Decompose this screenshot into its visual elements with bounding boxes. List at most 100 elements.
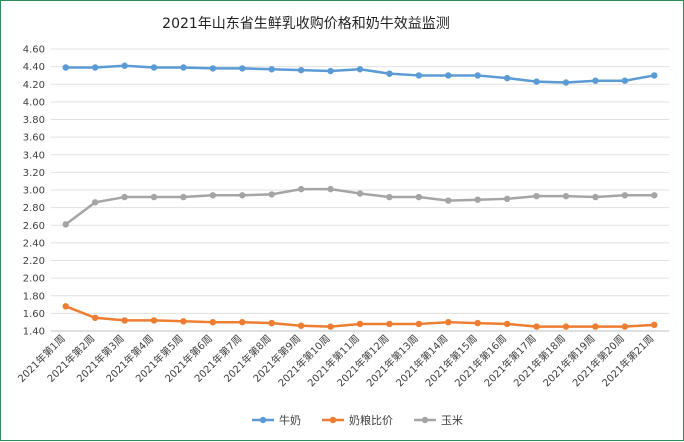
- x-tick-label: 2021年第15周: [422, 332, 479, 389]
- y-tick-label: 4.40: [23, 62, 45, 73]
- x-tick-label: 2021年第18周: [511, 332, 568, 389]
- legend-marker: [421, 416, 429, 424]
- data-point: [150, 317, 158, 324]
- data-point: [150, 64, 158, 71]
- y-tick-label: 1.80: [23, 291, 45, 302]
- x-tick-label: 2021年第20周: [570, 332, 627, 389]
- y-tick-label: 3.20: [23, 168, 45, 179]
- legend-label: 奶粮比价: [349, 413, 393, 427]
- data-point: [651, 321, 658, 329]
- y-tick-label: 3.80: [23, 115, 45, 126]
- data-point: [91, 314, 99, 321]
- data-point: [592, 77, 599, 84]
- chart-title: 2021年山东省生鲜乳收购价格和奶牛效益监测: [162, 16, 450, 32]
- data-point: [209, 192, 217, 199]
- data-point: [474, 196, 481, 203]
- x-tick-label: 2021年第11周: [305, 332, 362, 389]
- x-tick-label: 2021年第14周: [393, 332, 450, 389]
- data-point: [297, 66, 305, 74]
- data-point: [356, 66, 364, 73]
- data-point: [445, 318, 452, 326]
- x-tick-label: 2021年第21周: [599, 332, 656, 389]
- data-point: [386, 320, 393, 328]
- x-tick-label: 2021年第10周: [275, 332, 332, 389]
- data-point: [533, 323, 540, 330]
- data-point: [209, 318, 217, 326]
- data-point: [562, 192, 570, 200]
- data-point: [297, 185, 305, 193]
- data-point: [592, 193, 599, 201]
- data-point: [562, 323, 570, 330]
- data-point: [474, 72, 481, 79]
- y-tick-label: 1.40: [23, 327, 45, 338]
- x-tick-label: 2021年第13周: [364, 332, 421, 389]
- data-point: [503, 320, 511, 328]
- data-point: [445, 197, 452, 204]
- data-point: [268, 319, 275, 327]
- data-point: [327, 185, 334, 193]
- data-point: [239, 192, 246, 199]
- x-tick-label: 2021年第12周: [334, 332, 391, 389]
- legend-marker: [329, 416, 337, 424]
- data-point: [592, 323, 599, 330]
- x-tick-label: 2021年第17周: [481, 332, 538, 389]
- data-point: [533, 78, 540, 85]
- data-point: [621, 77, 629, 84]
- data-point: [474, 319, 481, 327]
- data-point: [386, 193, 393, 201]
- data-point: [209, 65, 217, 72]
- data-point: [621, 323, 629, 330]
- data-point: [297, 322, 305, 329]
- data-point: [327, 67, 334, 75]
- y-tick-label: 4.60: [23, 45, 45, 56]
- data-point: [180, 64, 187, 71]
- data-point: [121, 193, 128, 201]
- data-point: [268, 191, 275, 198]
- data-point: [239, 65, 246, 72]
- y-tick-label: 2.80: [23, 203, 45, 214]
- legend-marker: [259, 416, 267, 424]
- data-point: [150, 193, 158, 201]
- data-point: [503, 74, 511, 82]
- x-tick-label: 2021年第19周: [540, 332, 597, 389]
- data-point: [91, 199, 99, 206]
- data-point: [91, 64, 99, 71]
- data-point: [268, 66, 275, 73]
- y-tick-label: 4.00: [23, 97, 45, 108]
- y-tick-label: 3.40: [23, 150, 45, 161]
- legend-label: 牛奶: [279, 413, 301, 427]
- data-point: [415, 193, 423, 201]
- data-point: [533, 192, 540, 200]
- data-point: [415, 320, 423, 328]
- x-tick-label: 2021年第16周: [452, 332, 509, 389]
- y-tick-label: 3.60: [23, 133, 45, 144]
- data-point: [180, 193, 187, 201]
- data-point: [651, 72, 658, 79]
- y-tick-label: 2.40: [23, 238, 45, 249]
- data-point: [121, 62, 128, 69]
- y-tick-label: 2.00: [23, 274, 45, 285]
- data-point: [651, 192, 658, 199]
- data-point: [503, 195, 511, 203]
- data-point: [239, 318, 246, 326]
- legend-label: 玉米: [441, 414, 463, 427]
- data-point: [62, 64, 69, 71]
- y-tick-label: 4.20: [23, 80, 45, 91]
- y-tick-label: 3.00: [23, 186, 45, 197]
- data-point: [62, 221, 69, 228]
- data-point: [415, 72, 423, 79]
- data-point: [386, 70, 393, 77]
- data-point: [62, 303, 69, 310]
- data-point: [562, 79, 570, 86]
- data-point: [445, 72, 452, 79]
- data-point: [327, 323, 334, 330]
- y-tick-label: 1.60: [23, 309, 45, 320]
- data-point: [356, 320, 364, 328]
- data-point: [621, 192, 629, 199]
- y-tick-label: 2.20: [23, 256, 45, 267]
- data-point: [121, 317, 128, 324]
- data-point: [180, 318, 187, 325]
- y-tick-label: 2.60: [23, 221, 45, 232]
